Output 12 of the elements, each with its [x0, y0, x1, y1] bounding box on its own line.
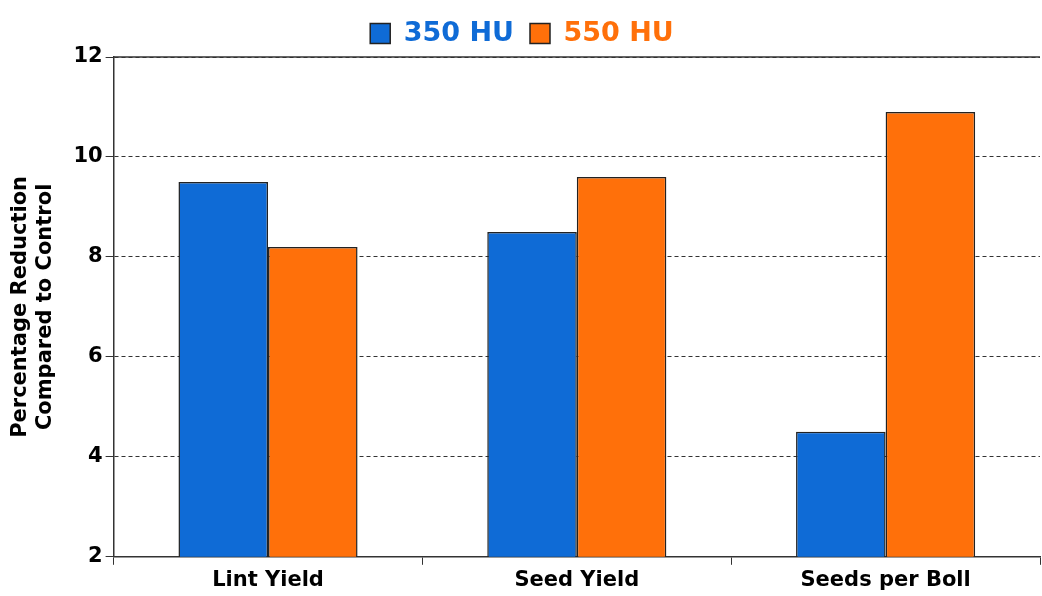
legend-label: 350 HU — [403, 15, 514, 47]
y-tick-label: 10 — [73, 143, 103, 168]
x-tick-label: Seed Yield — [514, 566, 640, 591]
y-tick-label: 12 — [73, 43, 103, 68]
x-tick-label: Seeds per Boll — [800, 566, 971, 591]
y-tick-label: 4 — [88, 443, 103, 468]
y-tick-label: 6 — [88, 343, 103, 368]
x-tick-label: Lint Yield — [212, 566, 324, 591]
y-tick-label: 8 — [88, 243, 103, 268]
legend-label: 550 HU — [563, 15, 674, 47]
y-axis-title: Percentage Reduction Compared to Control — [7, 175, 57, 438]
y-tick-label: 2 — [88, 543, 103, 568]
